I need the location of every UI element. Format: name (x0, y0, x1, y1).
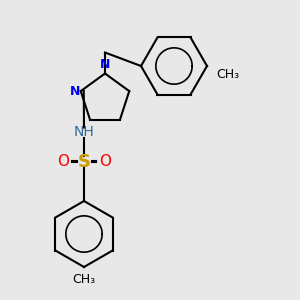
Text: O: O (99, 154, 111, 169)
Text: NH: NH (74, 125, 94, 139)
Text: N: N (100, 58, 110, 70)
Text: O: O (57, 154, 69, 169)
Text: CH₃: CH₃ (216, 68, 239, 82)
Text: N: N (70, 85, 81, 98)
Text: CH₃: CH₃ (72, 273, 96, 286)
Text: S: S (77, 153, 91, 171)
